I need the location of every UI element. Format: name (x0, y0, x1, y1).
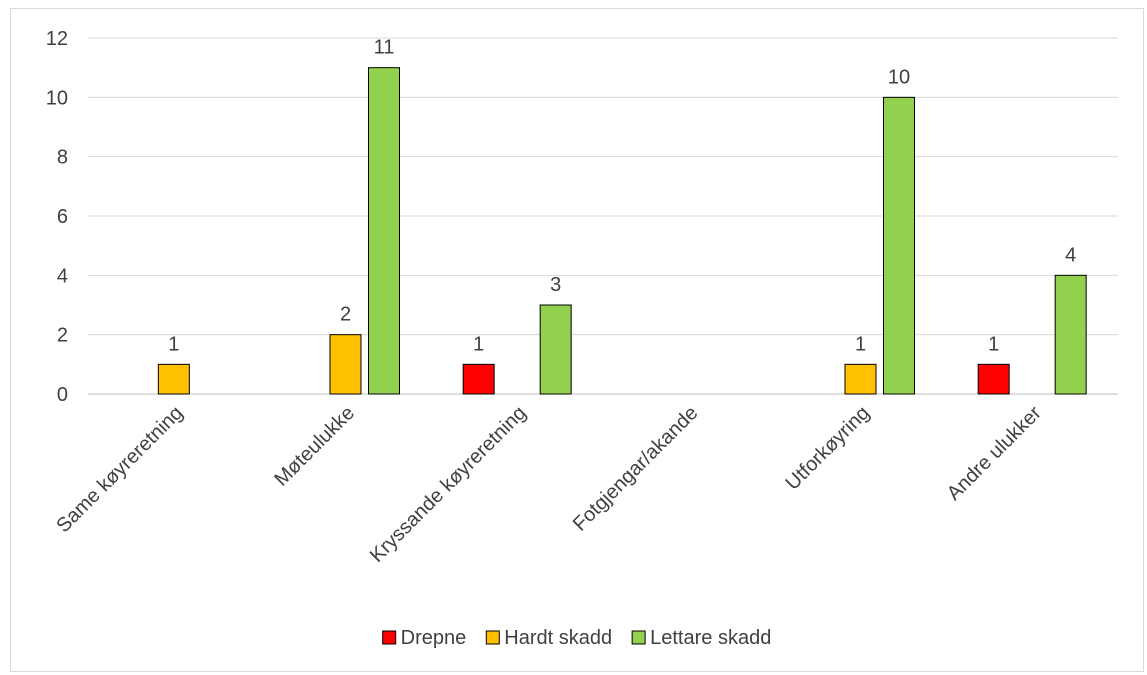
y-tick-label: 2 (57, 325, 68, 347)
category-label: Møteulukke (270, 402, 359, 491)
bar-lettare-skadd (368, 67, 400, 395)
data-label: 1 (168, 333, 179, 355)
category-label: Kryssande køyreretning (366, 402, 531, 567)
category-label: Fotgjengar/akande (569, 402, 702, 535)
y-tick-label: 6 (57, 206, 68, 228)
gridlines (88, 37, 1118, 395)
y-tick-label: 8 (57, 147, 68, 169)
y-tick-label: 0 (57, 384, 68, 406)
data-label: 2 (340, 304, 351, 326)
bar-lettare-skadd (1054, 274, 1087, 395)
bar-drepne (462, 363, 495, 395)
data-label: 4 (1065, 244, 1076, 266)
legend-swatch (485, 630, 500, 645)
y-axis-tick-labels: 0 2 4 6 8 10 12 (46, 28, 68, 406)
category-label: Andre ulukker (943, 402, 1046, 505)
y-tick-label: 4 (57, 265, 68, 287)
legend-label: Drepne (401, 627, 467, 649)
bars (157, 67, 1087, 395)
bar-drepne (977, 363, 1010, 395)
bar-hardt-skadd (329, 334, 362, 395)
legend: Drepne Hardt skadd Lettare skadd (382, 627, 771, 649)
legend-label: Lettare skadd (650, 627, 771, 649)
data-label: 3 (550, 274, 561, 296)
data-label: 10 (888, 66, 910, 88)
data-label: 11 (374, 37, 395, 59)
bar-hardt-skadd (844, 363, 877, 395)
category-labels: Same køyreretning Møteulukke Kryssande køy… (52, 402, 1046, 567)
y-tick-label: 12 (46, 28, 68, 50)
data-label: 1 (988, 333, 999, 355)
bar-hardt-skadd (157, 363, 190, 395)
bar-lettare-skadd (883, 96, 915, 395)
category-label: Same køyreretning (52, 402, 187, 537)
data-label: 1 (473, 333, 484, 355)
data-label: 1 (855, 333, 866, 355)
bar-lettare-skadd (539, 304, 572, 395)
legend-swatch (631, 630, 646, 645)
category-label: Utforkøyring (781, 402, 874, 495)
y-tick-label: 10 (46, 87, 68, 109)
legend-label: Hardt skadd (504, 627, 612, 649)
legend-swatch (382, 630, 397, 645)
chart-frame (10, 8, 1144, 672)
